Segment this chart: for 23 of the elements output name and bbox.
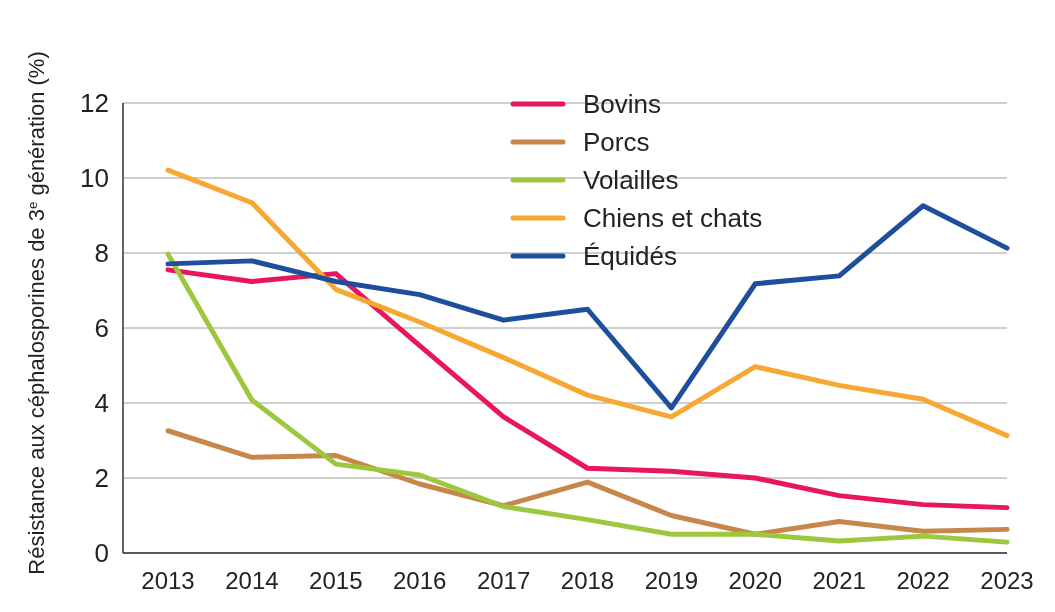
x-tick-label: 2015 — [309, 567, 363, 594]
x-tick-label: 2016 — [393, 567, 447, 594]
x-tick-label: 2021 — [812, 567, 866, 594]
y-tick-label: 12 — [80, 88, 109, 119]
legend-label: Chiens et chats — [583, 203, 763, 234]
x-tick-label: 2023 — [980, 567, 1034, 594]
legend-label: Bovins — [583, 89, 662, 120]
y-tick-label: 6 — [94, 313, 109, 344]
x-tick-label: 2018 — [560, 567, 615, 594]
x-tick-label: 2014 — [225, 567, 279, 594]
legend-label: Équidés — [583, 241, 677, 272]
x-tick-label: 2017 — [476, 567, 531, 594]
x-tick-label: 2019 — [644, 567, 699, 594]
y-tick-label: 0 — [94, 538, 109, 569]
y-tick-label: 10 — [80, 163, 109, 194]
y-tick-label: 4 — [94, 388, 109, 419]
x-tick-label: 2013 — [141, 567, 195, 594]
y-tick-label: 2 — [94, 463, 109, 494]
legend-label: Porcs — [583, 127, 650, 158]
x-tick-label: 2020 — [728, 567, 782, 594]
x-tick-label: 2022 — [896, 567, 950, 594]
y-tick-label: 8 — [94, 238, 109, 269]
legend-label: Volailles — [583, 165, 679, 196]
